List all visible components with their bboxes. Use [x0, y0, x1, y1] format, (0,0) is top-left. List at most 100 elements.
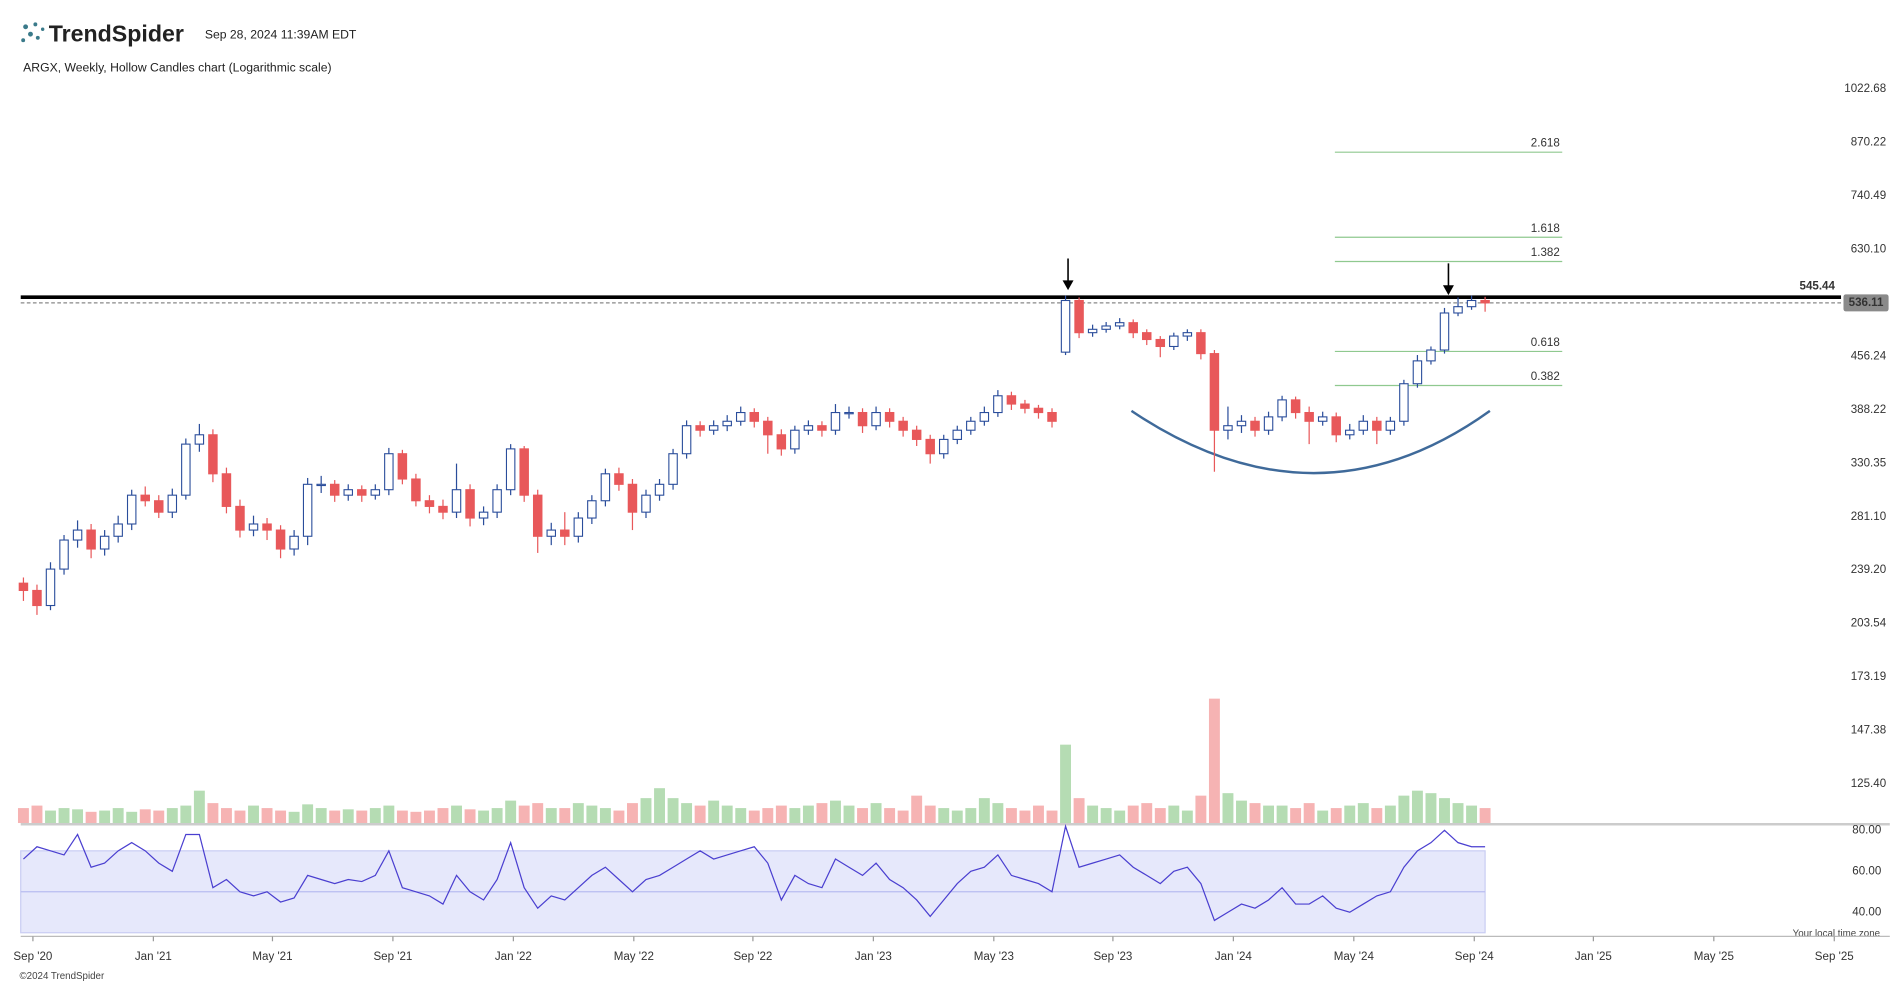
volume-bar	[545, 808, 557, 824]
candle-body	[925, 438, 935, 455]
candle-body	[708, 425, 719, 431]
fib-label: 1.382	[1531, 247, 1560, 259]
candle-body	[1358, 420, 1369, 431]
candle-body	[803, 425, 814, 431]
candle-body	[181, 443, 191, 496]
volume-bar	[1344, 805, 1356, 824]
volume-bar	[234, 810, 246, 824]
candle-body	[1196, 332, 1206, 355]
candle-body	[1385, 420, 1396, 431]
volume-bar	[830, 800, 841, 824]
candle-body	[492, 489, 502, 513]
candle-body	[1060, 299, 1071, 353]
rsi-line	[23, 823, 1486, 922]
volume-bar	[559, 808, 571, 824]
candle-body	[99, 535, 110, 550]
y-tick-label: 630.10	[1851, 243, 1886, 255]
candle-body	[465, 489, 475, 519]
y-tick-label: 388.22	[1851, 404, 1886, 416]
candle-body	[140, 494, 150, 502]
volume-bar	[1100, 808, 1112, 824]
volume-bar	[1357, 803, 1369, 824]
volume-bar	[1276, 805, 1288, 824]
volume-bar	[180, 805, 192, 824]
volume-bar	[288, 811, 300, 824]
volume-bar	[735, 808, 747, 824]
volume-bar	[1033, 805, 1044, 824]
candle-body	[1169, 335, 1179, 348]
y-tick-label: 456.24	[1851, 350, 1887, 362]
volume-bar	[1439, 798, 1450, 824]
y-tick-label: 125.40	[1851, 778, 1886, 790]
volume-bar	[884, 808, 896, 824]
candle-body	[1128, 322, 1138, 334]
volume-bar	[1127, 805, 1139, 824]
copyright: ©2024 TrendSpider	[20, 971, 105, 982]
candle-body	[1412, 360, 1423, 385]
candle-body	[235, 505, 245, 531]
volume-bar	[1060, 744, 1071, 824]
last-price-label: 536.11	[1849, 297, 1884, 309]
candle-body	[898, 420, 908, 431]
x-tick-label: May '23	[974, 951, 1014, 963]
candle-body	[830, 411, 841, 431]
y-tick-label: 740.49	[1851, 190, 1886, 202]
candle-body	[587, 500, 597, 519]
volume-bar	[248, 805, 259, 824]
volume-bar	[938, 808, 950, 824]
x-tick-label: Jan '25	[1575, 951, 1612, 963]
candle-body	[1453, 306, 1463, 314]
x-tick-label: Sep '22	[733, 951, 772, 963]
volume-bar	[924, 805, 936, 824]
candle-body	[1277, 399, 1287, 418]
candle-body	[546, 529, 557, 537]
volume-bar	[505, 800, 517, 824]
x-tick-label: May '25	[1694, 951, 1734, 963]
candle-body	[194, 434, 205, 445]
volume-bar	[870, 803, 882, 824]
candle-body	[1155, 338, 1166, 348]
candle-body	[884, 411, 895, 422]
volume-bar	[518, 805, 530, 824]
x-tick-label: Jan '21	[135, 951, 172, 963]
candle-body	[275, 529, 286, 550]
candle-body	[1331, 416, 1341, 436]
volume-bar	[302, 804, 314, 824]
volume-bar	[17, 808, 29, 824]
volume-bar	[613, 810, 625, 824]
fib-label: 0.618	[1531, 337, 1560, 349]
candle-body	[993, 395, 1003, 414]
x-tick-label: May '22	[614, 951, 654, 963]
candle-body	[438, 505, 448, 513]
candle-body	[735, 411, 746, 422]
volume-bar	[1195, 795, 1207, 824]
volume-bar	[1005, 808, 1017, 824]
volume-bar	[1330, 808, 1342, 824]
candle-body	[1439, 312, 1450, 351]
candle-body	[384, 453, 394, 491]
volume-bar	[464, 809, 476, 824]
volume-bar	[789, 808, 801, 824]
volume-bar	[126, 811, 138, 824]
candle-body	[32, 589, 42, 607]
volume-bar	[369, 808, 381, 824]
candle-body	[1480, 299, 1490, 304]
volume-bar	[857, 808, 868, 824]
timestamp: Sep 28, 2024 11:39AM EDT	[205, 28, 357, 42]
candle-body	[1250, 420, 1260, 431]
volume-bar	[802, 805, 814, 824]
volume-bar	[1236, 800, 1247, 824]
candle-body	[1114, 322, 1125, 327]
candle-body	[1399, 383, 1409, 422]
volume-bar	[992, 803, 1004, 824]
candle-body	[1290, 399, 1301, 414]
candle-body	[1101, 325, 1111, 330]
candle-body	[1223, 425, 1233, 431]
volume-bar	[1411, 790, 1423, 824]
candle-body	[1033, 407, 1044, 414]
volume-bar	[843, 805, 855, 824]
volume-bar	[153, 810, 165, 824]
volume-bar	[586, 805, 598, 824]
volume-bar	[694, 805, 706, 824]
